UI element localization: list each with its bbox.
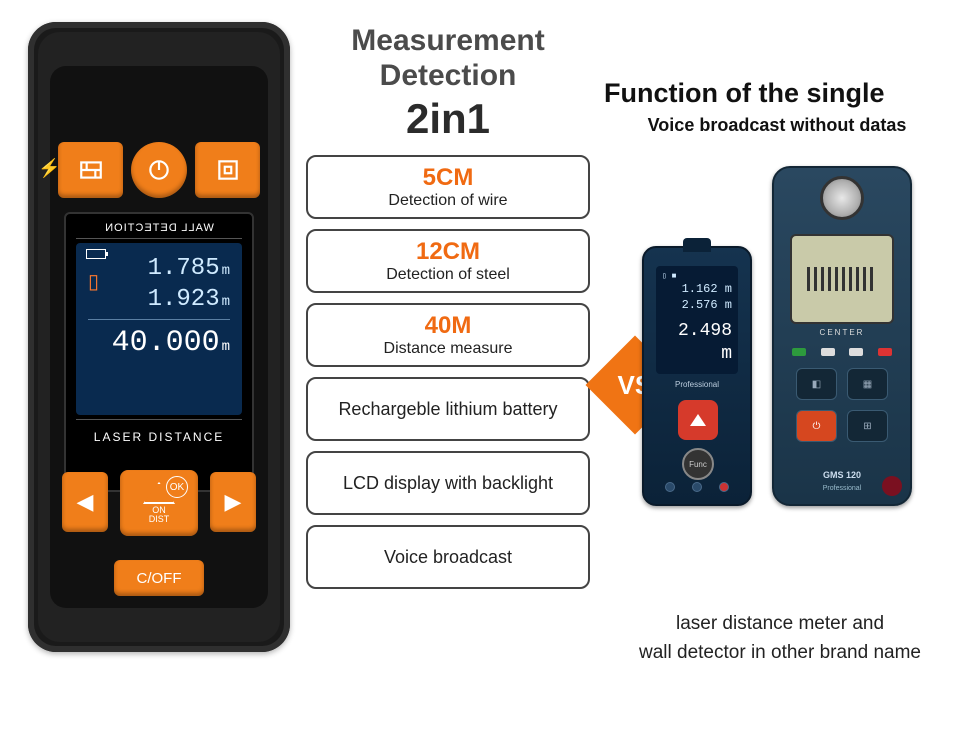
- wall-icon: [78, 157, 104, 183]
- spec-label: Voice broadcast: [384, 547, 512, 568]
- detector-buttons: ◧ ▦ ⏻ ⊞: [796, 368, 888, 442]
- unit: m: [222, 294, 230, 310]
- led-white: [849, 348, 863, 356]
- mini-icon-row: ▯ ■: [662, 272, 732, 282]
- mini-func-button[interactable]: Func: [682, 448, 714, 480]
- mini-func-label: Func: [689, 460, 707, 469]
- spec-box: 12CM Detection of steel: [306, 229, 590, 293]
- spec-box: LCD display with backlight: [306, 451, 590, 515]
- spec-value: 5CM: [423, 164, 474, 192]
- spec-label: Detection of wire: [388, 192, 507, 210]
- mini-screen: ▯ ■ 1.162 m 2.576 m 2.498 m: [656, 266, 738, 374]
- device-shell: ⚡ WALL DETECTION ▯ 1.785m 1.92: [28, 22, 290, 652]
- reading-1: 1.785m: [88, 253, 230, 284]
- led-white: [821, 348, 835, 356]
- mode-laser-button[interactable]: [195, 142, 260, 198]
- signal-bars-icon: [807, 267, 877, 291]
- right-title: Function of the single: [604, 78, 950, 109]
- detector-btn[interactable]: ▦: [847, 368, 888, 400]
- left-arrow-icon: ◀: [77, 489, 94, 515]
- mini-professional-label: Professional: [644, 380, 750, 389]
- competitor-devices: ▯ ■ 1.162 m 2.576 m 2.498 m Professional…: [604, 166, 950, 506]
- spec-label: Detection of steel: [386, 266, 510, 284]
- center-title-2: Detection: [306, 59, 590, 94]
- competitor-wall-detector: CENTER ◧ ▦ ⏻ ⊞ GMS 120 Professional: [772, 166, 912, 506]
- power-button[interactable]: [131, 142, 187, 198]
- mini-reading-2: 2.576 m: [662, 298, 732, 314]
- left-arrow-button[interactable]: ◀: [62, 472, 108, 532]
- combo-device: ⚡ WALL DETECTION ▯ 1.785m 1.92: [28, 22, 290, 652]
- divider: [76, 238, 242, 239]
- detector-lcd: [790, 234, 894, 324]
- detector-power-button[interactable]: ⏻: [796, 410, 837, 442]
- right-column: Function of the single Voice broadcast w…: [604, 78, 950, 506]
- divider: [88, 319, 230, 320]
- led-red: [878, 348, 892, 356]
- screen-body: ▯ 1.785m 1.923m 40.000m: [76, 243, 242, 415]
- screen-top-label: WALL DETECTION: [76, 222, 242, 234]
- competitor-laser-meter: ▯ ■ 1.162 m 2.576 m 2.498 m Professional…: [642, 246, 752, 506]
- mini-bottom-buttons: [644, 482, 750, 492]
- brand-badge-icon: [882, 476, 902, 496]
- spec-box: 5CM Detection of wire: [306, 155, 590, 219]
- reading-1-value: 1.785: [148, 255, 220, 282]
- device-screen: WALL DETECTION ▯ 1.785m 1.923m 40.000m L…: [64, 212, 254, 492]
- spec-label: Rechargeble lithium battery: [338, 399, 557, 420]
- spec-box: 40M Distance measure: [306, 303, 590, 367]
- mini-reading-1: 1.162 m: [662, 282, 732, 298]
- c-off-button[interactable]: C/OFF: [114, 560, 204, 596]
- caption-line-1: laser distance meter and: [676, 613, 884, 634]
- ok-badge: OK: [166, 476, 188, 498]
- c-off-label: C/OFF: [137, 570, 182, 587]
- reading-2-value: 1.923: [148, 286, 220, 313]
- mini-measure-button[interactable]: [678, 400, 718, 440]
- led-indicator-row: [792, 348, 892, 356]
- reading-main-value: 40.000: [112, 326, 220, 360]
- reading-main: 40.000m: [88, 324, 230, 363]
- center-column: Measurement Detection 2in1 5CM Detection…: [306, 24, 590, 599]
- detector-btn[interactable]: ⊞: [847, 410, 888, 442]
- mini-bt-icon[interactable]: [665, 482, 675, 492]
- reference-icon: ▯: [88, 269, 99, 294]
- reading-2: 1.923m: [88, 284, 230, 315]
- center-label: CENTER: [774, 328, 910, 337]
- detector-lens: [820, 176, 864, 220]
- target-icon: [215, 157, 241, 183]
- right-caption: laser distance meter and wall detector i…: [610, 610, 950, 667]
- led-green: [792, 348, 806, 356]
- caption-line-2: wall detector in other brand name: [639, 642, 921, 663]
- unit: m: [222, 339, 230, 355]
- spec-box: Rechargeble lithium battery: [306, 377, 590, 441]
- right-arrow-button[interactable]: ▶: [210, 472, 256, 532]
- spec-label: Distance measure: [384, 340, 513, 358]
- right-subtitle: Voice broadcast without datas: [604, 115, 950, 136]
- unit: m: [222, 263, 230, 279]
- mini-btn[interactable]: [692, 482, 702, 492]
- top-button-row: [58, 142, 260, 198]
- right-arrow-icon: ▶: [225, 489, 242, 515]
- spec-box: Voice broadcast: [306, 525, 590, 589]
- mini-reading-main: 2.498 m: [662, 320, 732, 367]
- spec-value: 40M: [425, 312, 472, 340]
- divider: [76, 419, 242, 420]
- dist-label: DIST: [149, 514, 170, 524]
- mini-clear-button[interactable]: [719, 482, 729, 492]
- on-dist-button[interactable]: OK ON DIST: [120, 470, 198, 536]
- center-title-1: Measurement: [306, 24, 590, 59]
- center-subtitle: 2in1: [306, 95, 590, 143]
- spec-value: 12CM: [416, 238, 480, 266]
- spec-label: LCD display with backlight: [343, 473, 553, 494]
- mode-wall-button[interactable]: [58, 142, 123, 198]
- detector-btn[interactable]: ◧: [796, 368, 837, 400]
- battery-icon: [86, 249, 106, 259]
- screen-bottom-label: LASER DISTANCE: [76, 430, 242, 444]
- power-icon: [146, 157, 172, 183]
